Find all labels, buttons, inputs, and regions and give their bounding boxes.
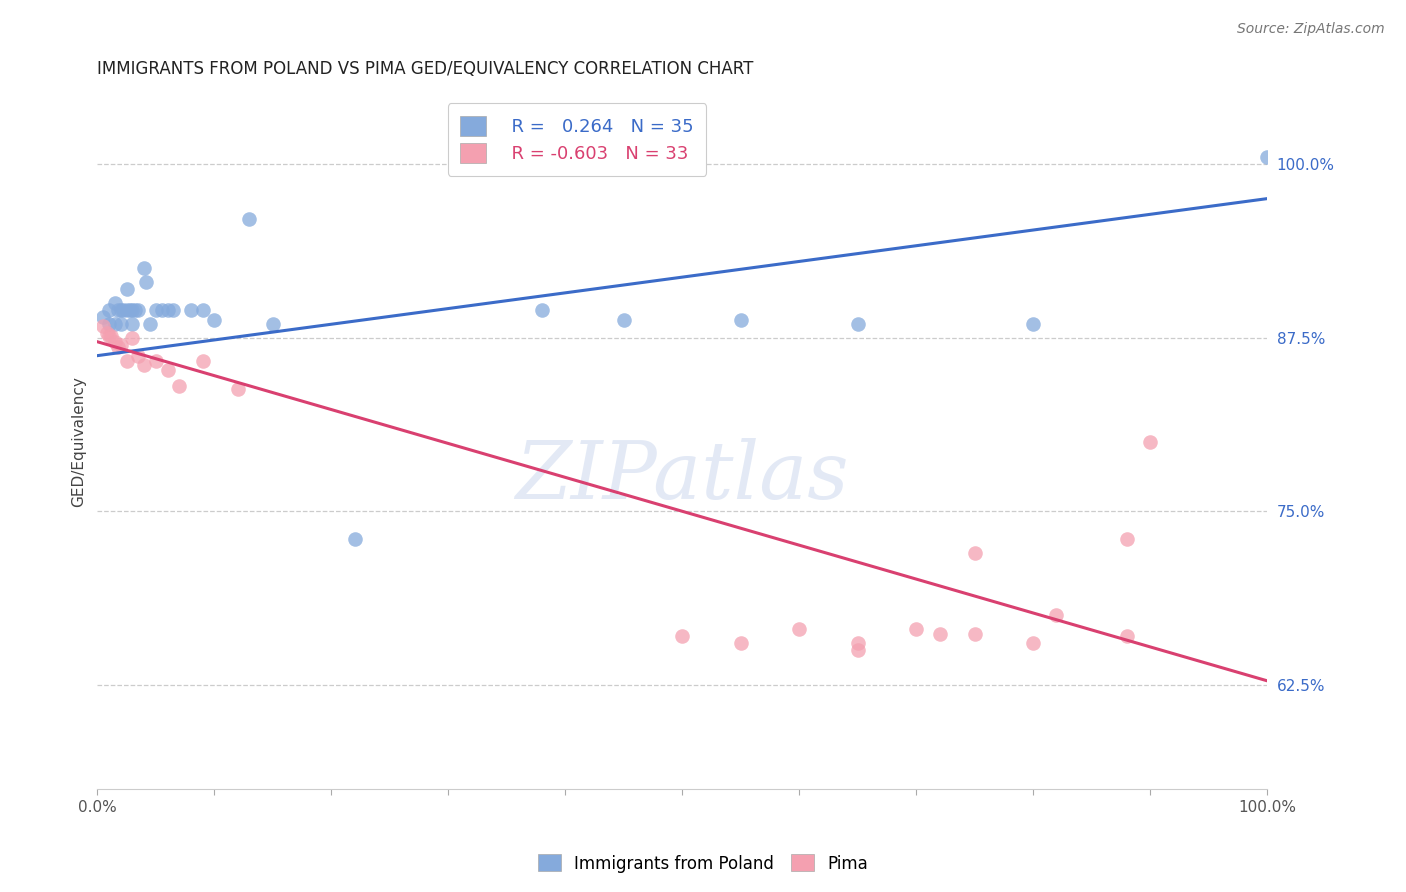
Text: IMMIGRANTS FROM POLAND VS PIMA GED/EQUIVALENCY CORRELATION CHART: IMMIGRANTS FROM POLAND VS PIMA GED/EQUIV… [97,60,754,78]
Point [107,302,129,317]
Point [530,302,553,317]
Point [110,337,132,351]
Point [110,302,132,317]
Point [730,312,752,326]
Point [115,282,138,296]
Legend: Immigrants from Poland, Pima: Immigrants from Poland, Pima [531,847,875,880]
Point [191,354,214,368]
Point [127,302,149,317]
Point [145,354,167,368]
Point [846,317,869,331]
Point [110,317,132,331]
Point [1115,532,1137,546]
Point [127,349,149,363]
Point [238,212,260,227]
Point [134,359,156,373]
Point [730,636,752,650]
Point [115,302,138,317]
Point [112,302,135,317]
Y-axis label: GED/Equivalency: GED/Equivalency [72,376,86,508]
Point [96,326,118,341]
Point [963,626,986,640]
Point [91,319,114,334]
Point [1022,636,1045,650]
Point [1115,629,1137,643]
Point [156,362,179,376]
Legend:   R =   0.264   N = 35,   R = -0.603   N = 33: R = 0.264 N = 35, R = -0.603 N = 33 [447,103,706,176]
Point [121,317,143,331]
Point [104,317,127,331]
Point [1139,434,1161,449]
Point [262,317,284,331]
Point [905,623,928,637]
Point [1256,150,1278,164]
Point [145,302,167,317]
Point [135,275,157,289]
Point [1045,608,1067,623]
Point [104,334,127,349]
Point [963,546,986,560]
Point [134,261,156,276]
Point [150,302,173,317]
Point [121,302,143,317]
Point [226,382,249,396]
Point [156,302,179,317]
Point [787,623,810,637]
Point [115,354,138,368]
Point [162,302,184,317]
Point [124,302,146,317]
Point [202,312,225,326]
Point [846,643,869,657]
Point [98,329,121,343]
Point [343,532,366,546]
Point [120,302,142,317]
Point [928,626,950,640]
Point [98,317,121,331]
Point [846,636,869,650]
Point [1022,317,1045,331]
Point [191,302,214,317]
Point [671,629,693,643]
Point [167,379,190,393]
Point [107,340,129,354]
Point [121,330,143,344]
Point [100,329,122,343]
Point [139,317,162,331]
Point [180,302,202,317]
Point [104,296,127,310]
Text: Source: ZipAtlas.com: Source: ZipAtlas.com [1237,22,1385,37]
Text: ZIPatlas: ZIPatlas [516,438,849,516]
Point [613,312,636,326]
Point [98,302,121,317]
Point [91,310,114,324]
